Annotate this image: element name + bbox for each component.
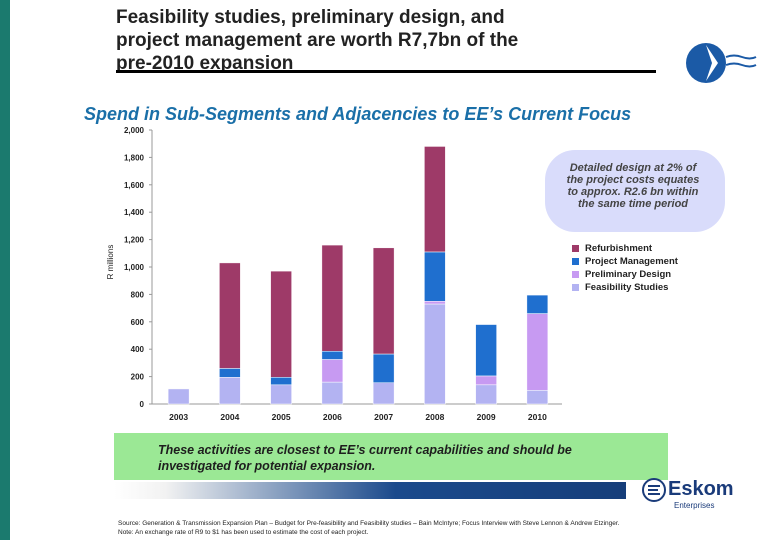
bar-segment-project-management — [321, 351, 344, 360]
left-accent-bar — [0, 0, 10, 540]
y-axis-label: R millions — [106, 245, 115, 280]
bar-segment-feasibility-studies — [372, 382, 395, 405]
title-line: pre-2010 expansion — [116, 53, 294, 74]
bars — [167, 146, 549, 405]
callout-line: the same time period — [577, 198, 689, 210]
legend-label: Preliminary Design — [585, 269, 672, 280]
bar-segment-preliminary-design — [475, 375, 497, 386]
callout-cloud — [545, 150, 725, 232]
y-tick-label: 1,600 — [124, 181, 145, 190]
bar-segment-project-management — [424, 251, 446, 302]
eskom-logo-icon — [642, 478, 666, 502]
y-tick-label: 0 — [140, 400, 145, 409]
bar-segment-feasibility-studies — [167, 388, 190, 405]
legend-swatch — [572, 284, 579, 291]
y-tick-label: 1,000 — [124, 263, 145, 272]
bar-segment-feasibility-studies — [219, 377, 241, 405]
bar-segment-feasibility-studies — [321, 381, 344, 405]
callout-text: Detailed design at 2% of the project cos… — [553, 162, 713, 210]
legend-item: Feasibility Studies — [572, 281, 678, 294]
x-tick-label: 2003 — [169, 412, 188, 422]
title-underline — [116, 70, 656, 73]
source-note: Source: Generation & Transmission Expans… — [118, 519, 778, 537]
bar-segment-refurbishment — [424, 146, 446, 253]
y-tick-label: 400 — [131, 345, 145, 354]
bar-segment-refurbishment — [270, 270, 292, 378]
legend-swatch — [572, 245, 579, 252]
bar-segment-feasibility-studies — [475, 384, 497, 405]
x-tick-label: 2004 — [220, 412, 239, 422]
x-axis: 2003 2004 2005 2006 2007 2008 2009 2010 — [169, 412, 547, 422]
legend-label: Project Management — [585, 256, 678, 267]
legend-swatch — [572, 271, 579, 278]
bar-segment-project-management — [475, 324, 497, 377]
conclusion-line: These activities are closest to EE’s cur… — [158, 443, 572, 457]
bar-segment-project-management — [219, 368, 241, 378]
bar-segment-feasibility-studies — [526, 390, 549, 405]
chart-legend: Refurbishment Project Management Prelimi… — [572, 242, 678, 294]
bar-segment-preliminary-design — [321, 359, 344, 383]
bar-segment-feasibility-studies — [424, 303, 446, 405]
conclusion-line: investigated for potential expansion. — [158, 459, 376, 473]
bar-segment-refurbishment — [219, 262, 241, 369]
legend-label: Feasibility Studies — [585, 282, 669, 293]
bar-segment-project-management — [526, 294, 549, 314]
x-tick-label: 2010 — [528, 412, 547, 422]
y-tick-label: 800 — [131, 290, 145, 299]
bar-segment-feasibility-studies — [270, 384, 292, 405]
brand-tagline: Enterprises — [674, 501, 715, 510]
source-text: Source: Generation & Transmission Expans… — [118, 520, 620, 527]
legend-label: Refurbishment — [585, 243, 653, 254]
note-text: Note: An exchange rate of R9 to $1 has b… — [118, 529, 369, 536]
callout-line: the project costs equates — [566, 174, 700, 186]
x-tick-label: 2005 — [272, 412, 291, 422]
chart-subtitle: Spend in Sub-Segments and Adjacencies to… — [84, 104, 632, 124]
y-tick-label: 1,800 — [124, 153, 145, 162]
y-tick-label: 1,400 — [124, 208, 145, 217]
legend-item: Refurbishment — [572, 242, 678, 255]
footer-gradient-bar — [114, 482, 626, 499]
brand-name: Eskom — [668, 478, 734, 500]
page-title: Feasibility studies, preliminary design,… — [116, 6, 656, 75]
y-tick-label: 200 — [131, 373, 145, 382]
legend-swatch — [572, 258, 579, 265]
x-tick-label: 2006 — [323, 412, 342, 422]
company-logo-icon — [686, 43, 757, 83]
bar-segment-refurbishment — [372, 247, 395, 355]
x-tick-label: 2008 — [425, 412, 444, 422]
title-line: Feasibility studies, preliminary design,… — [116, 7, 505, 28]
conclusion-text: These activities are closest to EE’s cur… — [158, 442, 658, 474]
bar-segment-preliminary-design — [424, 301, 446, 305]
bar-segment-project-management — [372, 353, 395, 384]
bar-segment-refurbishment — [321, 244, 344, 352]
legend-item: Project Management — [572, 255, 678, 268]
title-line: project management are worth R7,7bn of t… — [116, 30, 519, 51]
x-tick-label: 2009 — [477, 412, 496, 422]
bar-segment-project-management — [270, 377, 292, 386]
callout-line: Detailed design at 2% of — [569, 162, 697, 174]
bar-segment-preliminary-design — [526, 313, 549, 391]
x-tick-label: 2007 — [374, 412, 393, 422]
y-tick-label: 2,000 — [124, 126, 145, 135]
y-tick-label: 1,200 — [124, 236, 145, 245]
legend-item: Preliminary Design — [572, 268, 678, 281]
y-tick-label: 600 — [131, 318, 145, 327]
callout-line: to approx. R2.6 bn within — [567, 186, 699, 198]
conclusion-box — [114, 433, 668, 480]
